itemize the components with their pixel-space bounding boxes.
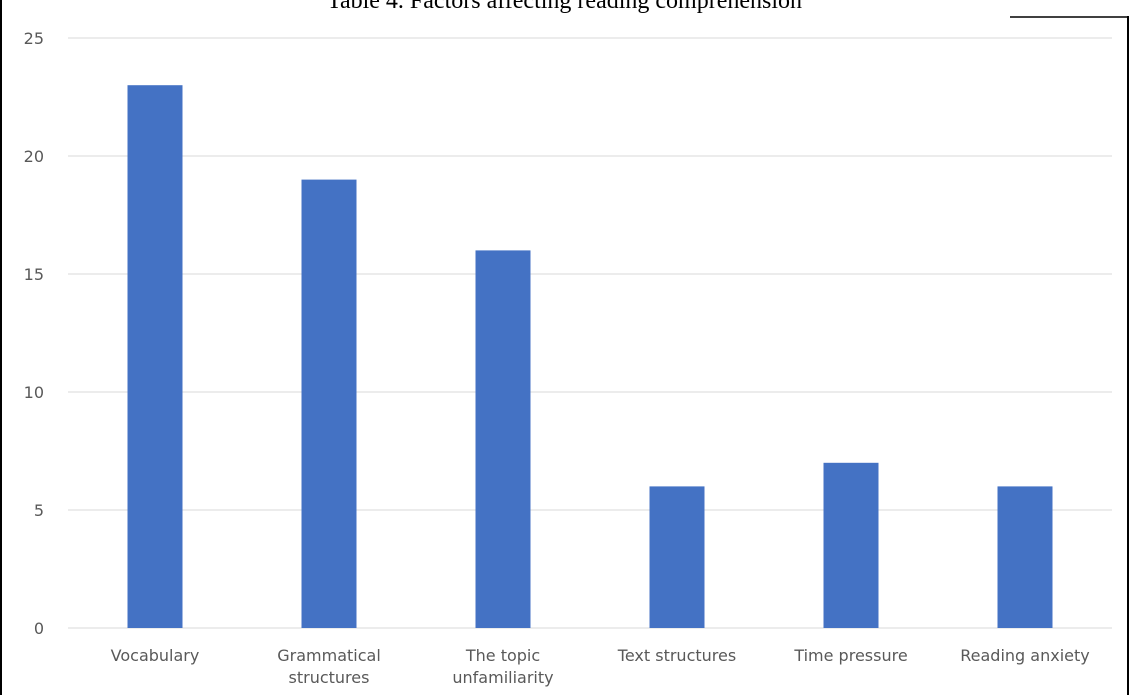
x-tick-label: Time pressure — [793, 646, 907, 665]
bar-5 — [997, 486, 1053, 628]
chart-title: Table 4. Factors affecting reading compr… — [326, 0, 803, 14]
x-tick-label: unfamiliarity — [452, 668, 553, 687]
gridlines — [68, 37, 1112, 629]
bar-1 — [301, 179, 357, 628]
y-tick-label: 15 — [24, 265, 44, 284]
bars — [127, 85, 1053, 628]
y-tick-label: 25 — [24, 29, 44, 48]
x-tick-label: Grammatical — [277, 646, 381, 665]
y-tick-label: 20 — [24, 147, 44, 166]
y-tick-label: 5 — [34, 501, 44, 520]
y-tick-label: 0 — [34, 619, 44, 638]
bar-0 — [127, 85, 183, 628]
x-tick-label: Vocabulary — [111, 646, 200, 665]
bar-2 — [475, 250, 531, 628]
y-tick-label: 10 — [24, 383, 44, 402]
x-axis-ticks: Vocabulary Grammatical structures The topic… — [111, 646, 1090, 687]
x-tick-label: Reading anxiety — [960, 646, 1089, 665]
y-axis-ticks: 0 5 10 15 20 25 — [24, 29, 44, 638]
x-tick-label: The topic — [465, 646, 540, 665]
x-tick-label: Text structures — [617, 646, 736, 665]
x-tick-label: structures — [289, 668, 370, 687]
bar-3 — [649, 486, 705, 628]
bar-4 — [823, 462, 879, 628]
